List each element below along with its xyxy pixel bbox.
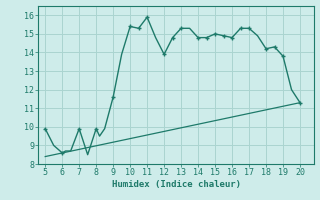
X-axis label: Humidex (Indice chaleur): Humidex (Indice chaleur)	[111, 180, 241, 189]
